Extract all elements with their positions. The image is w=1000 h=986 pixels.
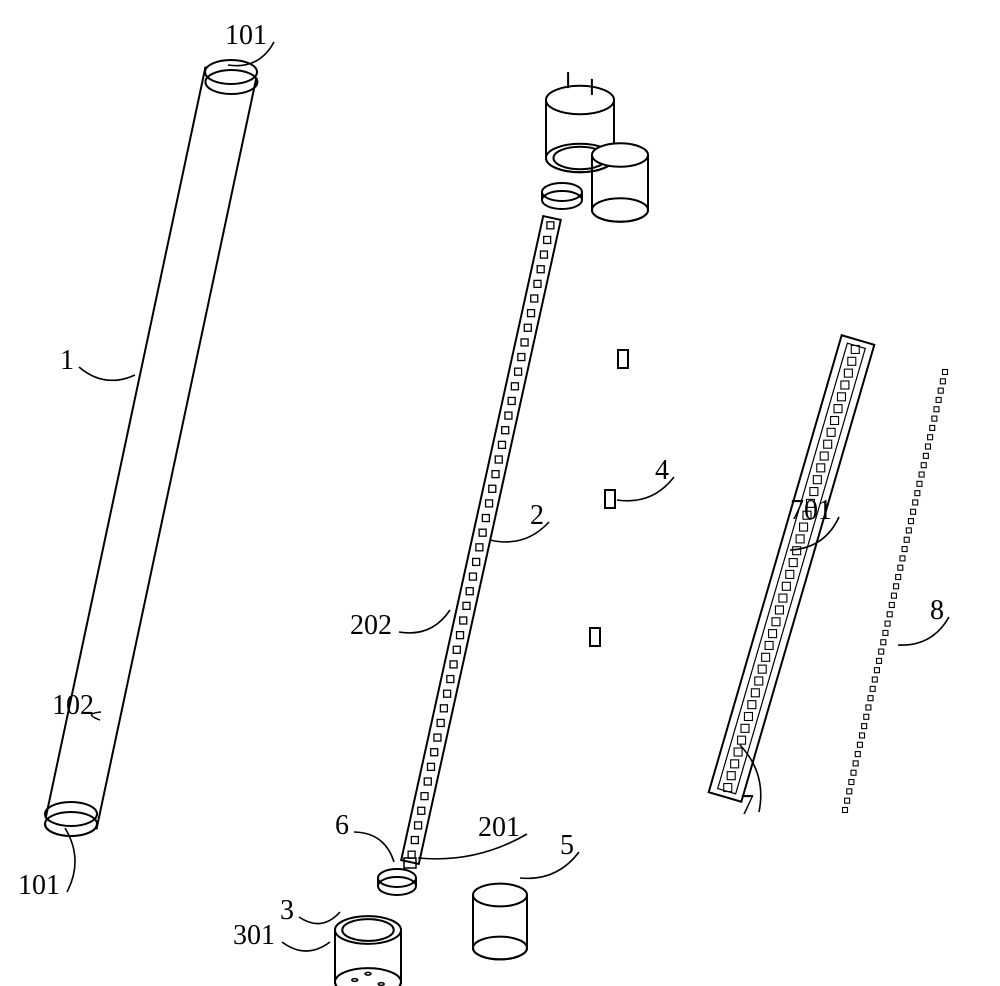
callout-label-202: 202	[350, 610, 392, 642]
callout-label-301: 301	[233, 920, 275, 952]
callout-label-1: 1	[60, 345, 74, 377]
callout-label-8: 8	[930, 595, 944, 627]
callout-label-201: 201	[478, 812, 520, 844]
callout-label-101_top: 101	[225, 20, 267, 52]
callout-label-2: 2	[530, 500, 544, 532]
callout-label-4: 4	[655, 455, 669, 487]
callout-label-3: 3	[280, 895, 294, 927]
callout-label-6: 6	[335, 810, 349, 842]
callout-label-7: 7	[740, 790, 754, 822]
callout-label-5: 5	[560, 830, 574, 862]
callout-label-701: 701	[790, 495, 832, 527]
callout-label-101_bot: 101	[18, 870, 60, 902]
callout-label-102: 102	[52, 690, 94, 722]
